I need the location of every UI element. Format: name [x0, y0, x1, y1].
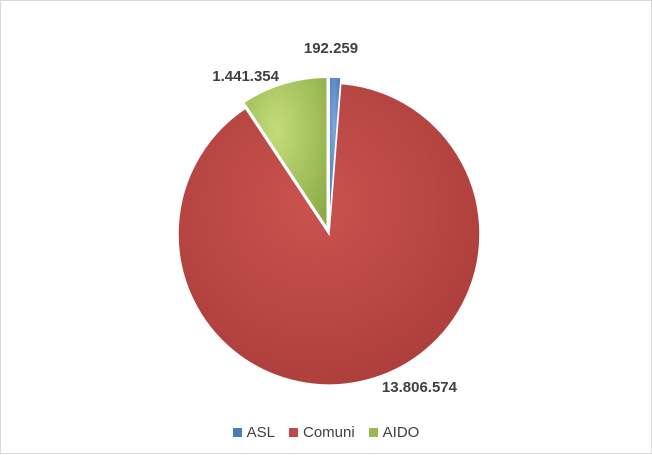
legend-swatch-asl	[232, 428, 242, 437]
legend-item-aido: AIDO	[368, 424, 420, 441]
legend-item-asl: ASL	[232, 424, 275, 441]
data-label-aido: 1.441.354	[212, 68, 279, 85]
legend: ASL Comuni AIDO	[1, 424, 651, 441]
legend-swatch-comuni	[288, 428, 298, 437]
legend-label-comuni: Comuni	[302, 424, 355, 441]
pie-slice-comuni	[177, 82, 481, 386]
data-label-comuni: 13.806.574	[382, 379, 458, 396]
legend-item-comuni: Comuni	[288, 424, 355, 441]
pie-slice-aido	[242, 76, 329, 231]
data-label-asl: 192.259	[304, 40, 358, 57]
legend-label-aido: AIDO	[382, 424, 420, 441]
legend-swatch-aido	[368, 428, 378, 437]
legend-label-asl: ASL	[246, 424, 275, 441]
